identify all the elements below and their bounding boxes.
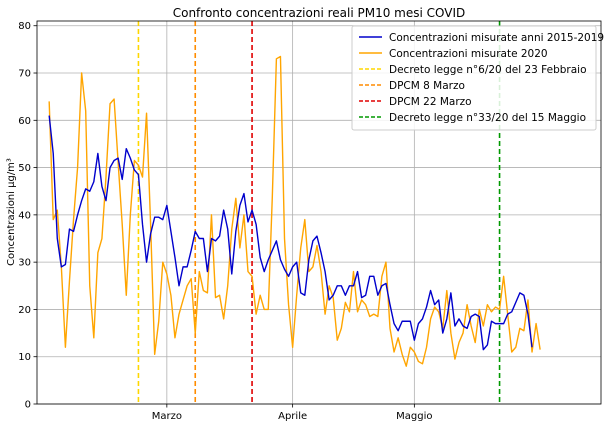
legend-label: DPCM 8 Marzo — [389, 80, 465, 92]
legend-label: Concentrazioni misurate 2020 — [389, 48, 548, 60]
legend: Concentrazioni misurate anni 2015-2019 Co… — [351, 25, 604, 131]
y-tick-label: 20 — [18, 305, 31, 316]
legend-label: DPCM 22 Marzo — [389, 96, 472, 108]
legend-box — [351, 25, 597, 131]
y-tick-label: 0 — [25, 400, 31, 411]
y-axis-label: Concentrazioni µg/m³ — [6, 158, 17, 266]
legend-label: Concentrazioni misurate anni 2015-2019 — [389, 32, 604, 44]
y-tick-label: 40 — [18, 210, 31, 221]
legend-label: Decreto legge n°33/20 del 15 Maggio — [389, 112, 586, 124]
chart-title: Confronto concentrazioni reali PM10 mesi… — [173, 6, 466, 20]
y-tick-label: 10 — [18, 352, 31, 363]
y-axis: 0 10 20 30 40 50 60 70 80 — [18, 21, 37, 411]
x-tick-label: Maggio — [396, 411, 432, 422]
legend-label: Decreto legge n°6/20 del 23 Febbraio — [389, 64, 587, 76]
x-tick-label: Marzo — [152, 411, 182, 422]
series-line — [48, 115, 533, 351]
y-tick-label: 50 — [18, 163, 31, 174]
x-axis: Marzo Aprile Maggio — [152, 404, 433, 422]
y-tick-label: 60 — [18, 116, 31, 127]
x-tick-label: Aprile — [278, 411, 307, 422]
series-line — [48, 55, 541, 367]
y-tick-label: 70 — [18, 69, 31, 80]
plot-frame — [36, 20, 602, 405]
y-tick-label: 80 — [18, 21, 31, 32]
data-series — [48, 55, 541, 367]
y-tick-label: 30 — [18, 258, 31, 269]
